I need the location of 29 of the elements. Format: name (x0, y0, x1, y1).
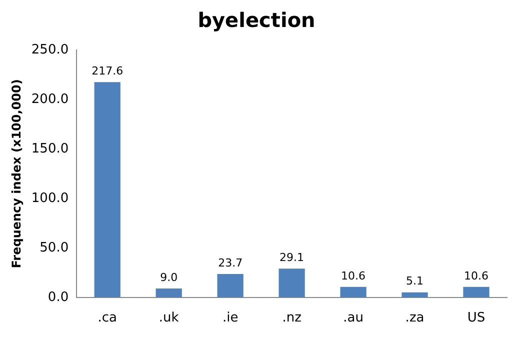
y-tick-label: 100.0 (31, 190, 69, 206)
data-label: 5.1 (406, 274, 424, 288)
y-tick-label: 150.0 (31, 141, 69, 156)
data-label: 9.0 (160, 270, 178, 284)
chart-title: byelection (198, 8, 316, 32)
x-tick-label: .za (405, 310, 424, 326)
x-tick-label: .nz (282, 310, 302, 326)
bar (217, 274, 244, 298)
bar (278, 268, 305, 298)
y-tick-label: 50.0 (40, 240, 69, 256)
x-tick-label: .au (343, 310, 364, 326)
bar (94, 82, 120, 298)
data-label: 23.7 (218, 256, 243, 270)
y-tick-label: 200.0 (31, 92, 69, 107)
bar (340, 286, 366, 298)
data-label: 10.6 (464, 269, 489, 282)
y-tick-label: 0.0 (48, 290, 69, 305)
data-label: 10.6 (341, 269, 366, 282)
bar (402, 292, 428, 298)
bar (463, 286, 490, 298)
x-tick-label: .ie (222, 310, 238, 326)
x-tick-label: .uk (158, 310, 180, 326)
y-axis-title: Frequency index (x100,000) (9, 79, 24, 268)
x-tick-label: US (467, 310, 486, 326)
data-label: 29.1 (280, 250, 304, 264)
bar (156, 288, 182, 298)
data-label: 217.6 (92, 64, 124, 78)
x-tick-label: .ca (98, 310, 117, 326)
y-tick-label: 250.0 (31, 42, 69, 58)
